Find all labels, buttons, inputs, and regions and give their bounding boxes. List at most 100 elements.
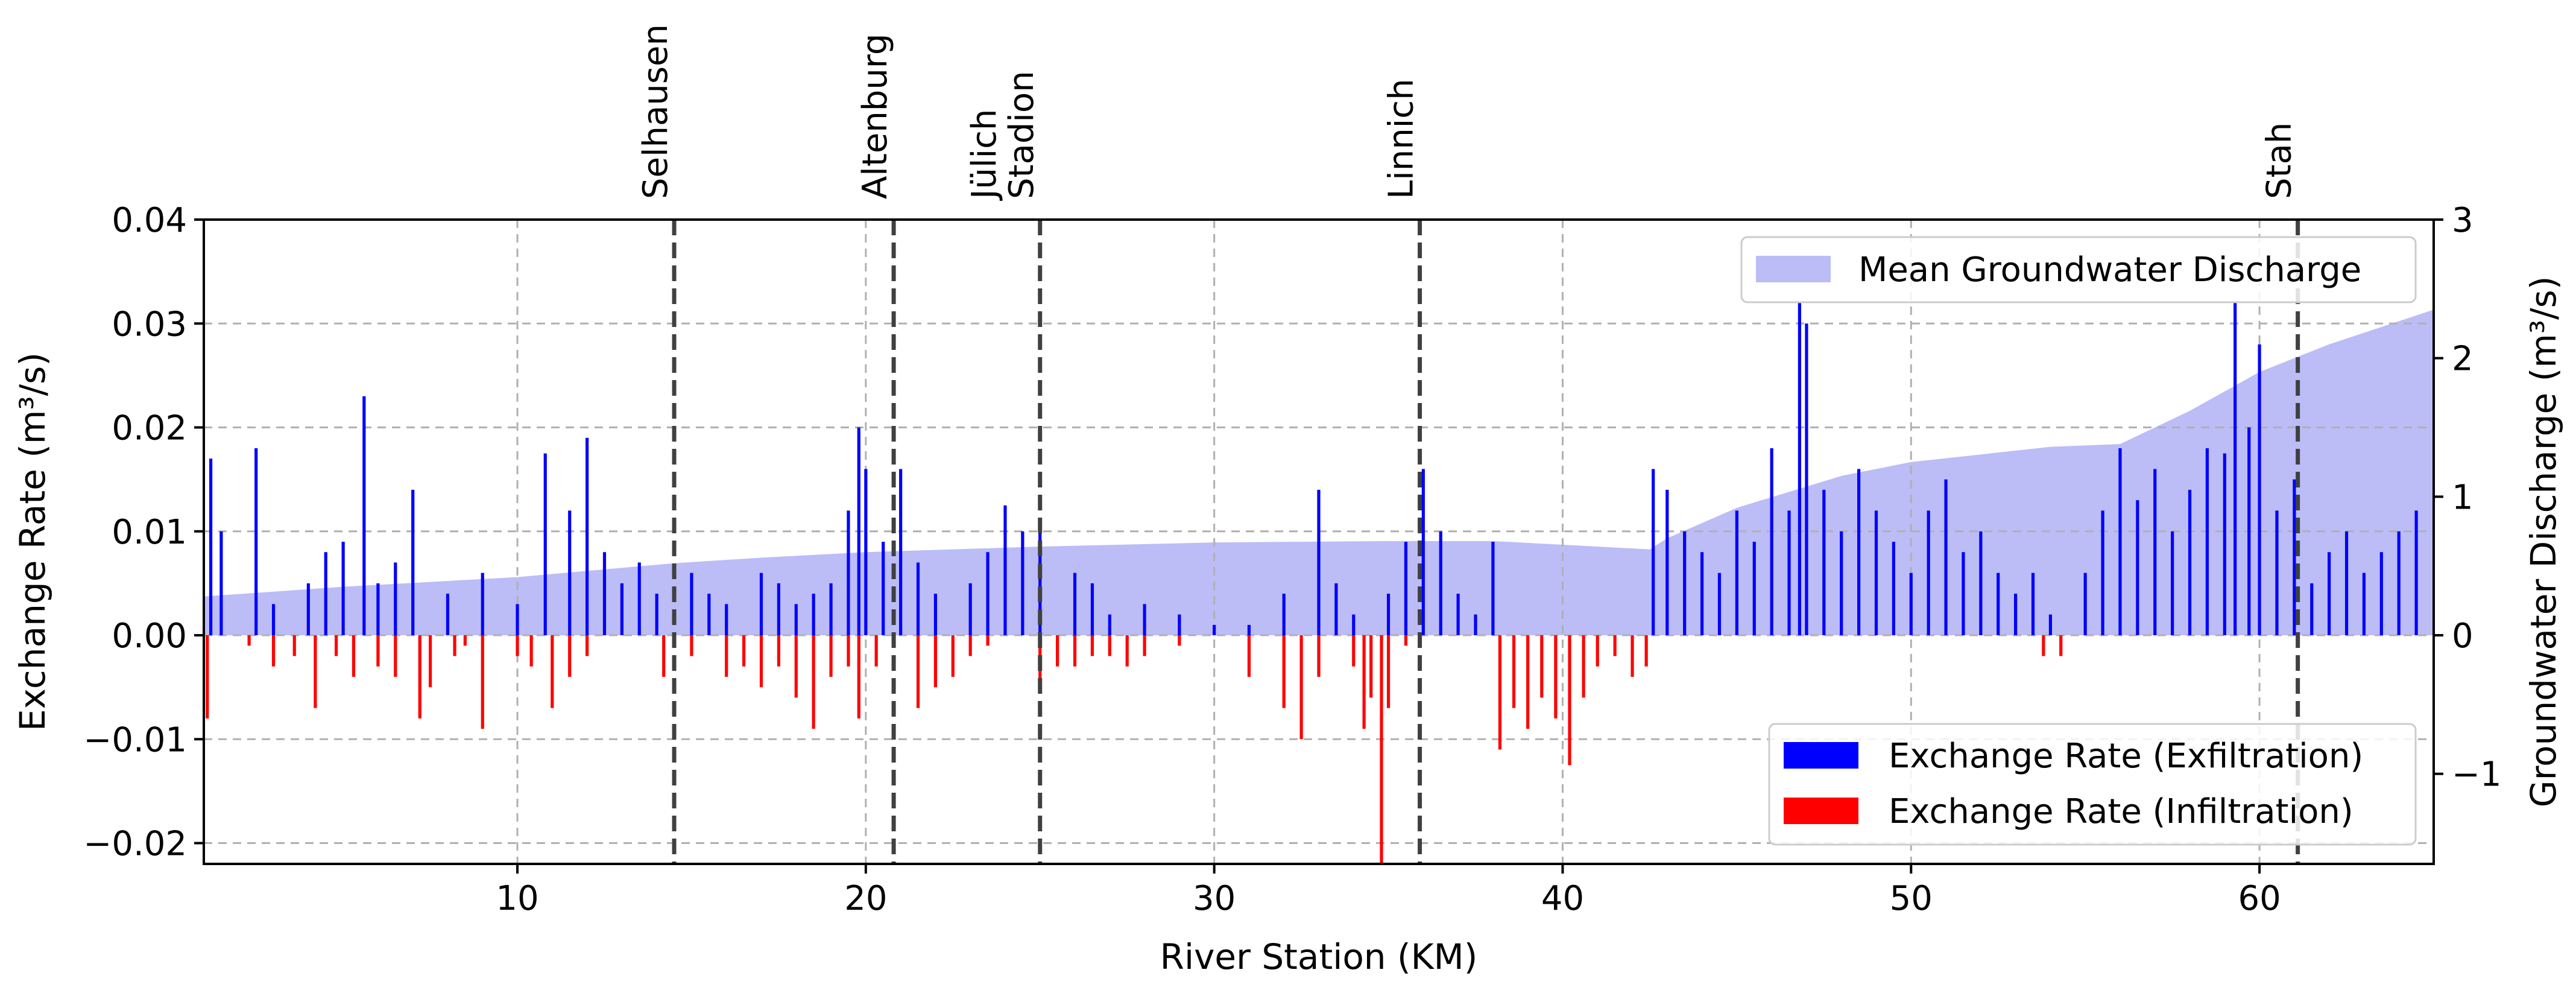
y-left-tick-label: 0.01 [112,513,187,552]
infiltration-bar [794,635,798,698]
axes-layer [203,218,2435,865]
infiltration-bar [829,635,833,677]
exfiltration-bar [1892,542,1895,636]
infiltration-bar [1073,635,1077,667]
exfiltration-bar [1317,489,1321,636]
ticks-layer: 10 20 30 40 50 60−0.02−0.010.000.010.020.030.… [83,201,2501,918]
exfiltration-bar [2275,510,2279,636]
exfiltration-bar [829,583,833,636]
exfiltration-bar [306,583,310,636]
infiltration-bar [1631,635,1634,677]
infiltration-bar [662,635,666,677]
infiltration-bar [2059,635,2063,656]
y-left-tick-label: 0.03 [112,305,187,344]
infiltration-bar [986,635,990,646]
exfiltration-bar [1021,531,1024,636]
y-right-tick-label: 0 [2452,617,2473,656]
exfiltration-bar [1752,542,1756,636]
exfiltration-bar [655,594,658,636]
infiltration-bar [857,635,860,719]
exfiltration-bar [777,583,780,636]
exfiltration-bar [2014,594,2018,636]
y-left-tick-label: −0.02 [83,825,187,864]
exfiltration-bar [1857,469,1861,636]
exfiltration-bar [1282,594,1286,636]
infiltration-bar [1362,635,1366,729]
legend-exfiltration-swatch [1784,742,1858,769]
infiltration-bar [206,635,209,719]
exfiltration-bar [2153,469,2157,636]
infiltration-bar [1299,635,1303,740]
exfiltration-bar [2328,552,2331,636]
exfiltration-bar [1003,505,1007,636]
exfiltration-bar [690,573,693,636]
exfiltration-bar [620,583,623,636]
exfiltration-bar [2048,614,2053,636]
y-axis-right-title: Groundwater Discharge (m³/s) [2523,276,2564,808]
exfiltration-bar [1735,510,1738,636]
exfiltration-bar [209,458,213,636]
infiltration-bar [1596,635,1599,667]
exfiltration-bar [543,453,547,636]
infiltration-bar [1386,635,1391,708]
exfiltration-bar [1962,552,1965,636]
x-tick-label: 40 [1541,879,1584,918]
exfiltration-bar [1979,531,1983,636]
exfiltration-bar [2247,427,2251,636]
legend-exchange-box [1768,723,2417,846]
exfiltration-bar [2136,500,2139,636]
exfiltration-bar [794,604,798,636]
station-label: Jülich [965,109,1004,201]
exfiltration-bar [2223,453,2226,636]
infiltration-bar [847,635,850,667]
exfiltration-bar [2397,531,2401,636]
y-left-tick-label: 0.04 [112,201,187,240]
exfiltration-bar [2233,302,2237,636]
infiltration-bar [2042,635,2045,656]
exfiltration-bar [1805,323,1808,636]
exfiltration-bar [1665,489,1669,636]
exfiltration-bar [1178,614,1181,636]
exfiltration-bar [516,604,519,636]
y-right-tick-label: 1 [2452,478,2473,517]
exfiltration-bar [847,510,850,636]
exfiltration-bar [1334,583,1338,636]
exfiltration-bar [2362,573,2366,636]
exfiltration-bar [759,573,763,636]
exfiltration-bar [1909,573,1913,636]
infiltration-bar [463,635,467,646]
y-axis-left-title: Exchange Rate (m³/s) [12,352,53,731]
exfiltration-bar [857,427,860,636]
exfiltration-bar [1944,479,1948,636]
exfiltration-bar [968,583,972,636]
exfiltration-bar [1840,531,1843,636]
y-left-tick-label: 0.02 [112,409,187,448]
infiltration-bar [394,635,397,677]
legend-groundwater-swatch [1756,256,1831,282]
legend-infiltration-swatch [1784,798,1858,824]
exfiltration-bar [1090,583,1094,636]
legend-groundwater-box [1740,236,2417,303]
exfiltration-bar [1927,510,1930,636]
infiltration-bar [1582,635,1585,698]
infiltration-bar [551,635,554,708]
exfiltration-bar [1770,448,1773,636]
exfiltration-bar [1247,624,1251,636]
exfiltration-bar [1874,510,1878,636]
legend-groundwater-label: Mean Groundwater Discharge [1858,250,2361,290]
infiltration-bar [453,635,456,656]
exfiltration-bar [1700,552,1704,636]
exfiltration-bar [1997,573,2000,636]
y-right-tick-label: 3 [2452,201,2473,240]
exfiltration-bar [2031,573,2035,636]
exfiltration-bar [707,594,711,636]
infiltration-bar [1526,635,1530,729]
exfiltration-bar [725,604,728,636]
exfiltration-bar [1717,573,1722,636]
infiltration-bar [933,635,938,688]
exfiltration-bar [812,594,815,636]
exfiltration-bar [2344,531,2349,636]
exfiltration-bar [254,448,258,636]
exfiltration-bar [916,562,920,636]
